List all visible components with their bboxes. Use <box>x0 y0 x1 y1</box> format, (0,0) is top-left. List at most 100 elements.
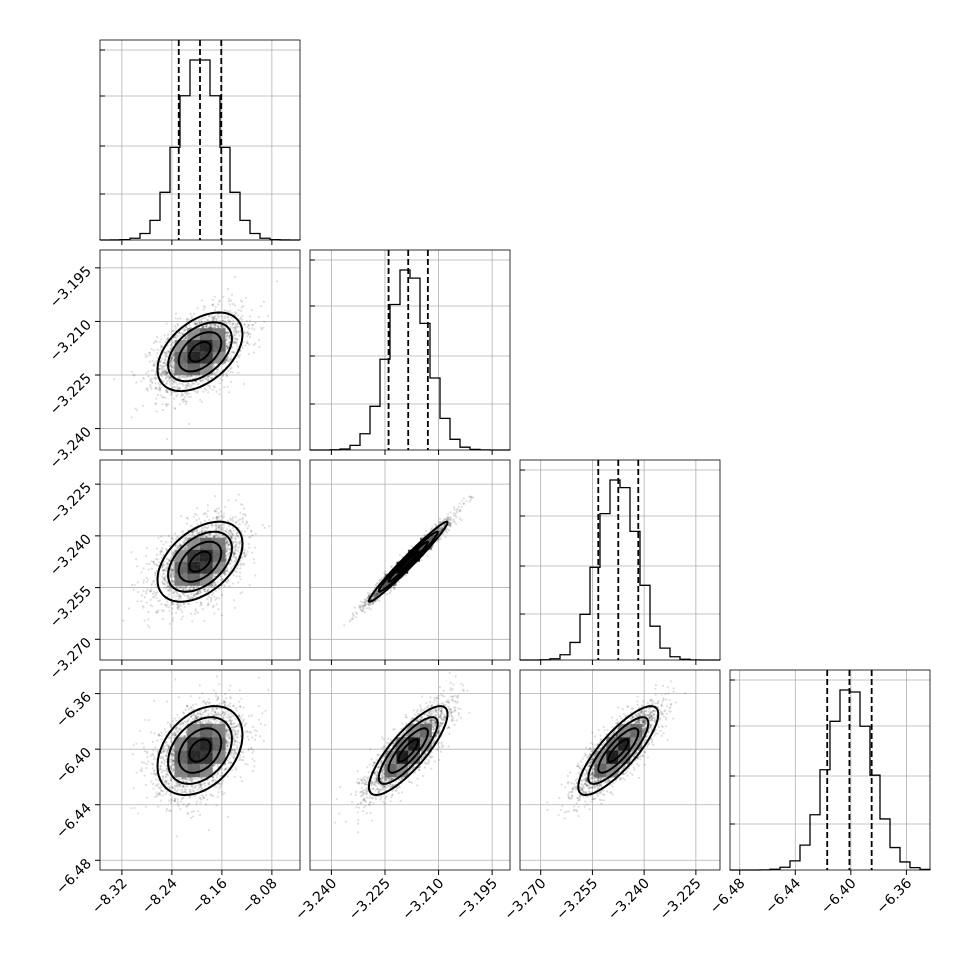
sample-point <box>181 398 184 401</box>
sample-point <box>154 376 157 379</box>
sample-point <box>154 571 157 575</box>
sample-point <box>204 316 207 319</box>
sample-point <box>254 321 257 324</box>
sample-point <box>173 324 176 327</box>
sample-point <box>234 332 238 335</box>
sample-point <box>164 351 168 354</box>
sample-point <box>175 595 179 598</box>
sample-point <box>202 390 205 393</box>
sample-point <box>180 531 183 534</box>
sample-point <box>235 312 238 315</box>
sample-point <box>246 527 249 530</box>
sample-point <box>193 382 196 385</box>
sample-point <box>178 585 181 589</box>
sample-point <box>177 335 180 338</box>
sample-point <box>194 390 197 393</box>
sample-point <box>190 592 193 596</box>
sample-point <box>176 602 179 605</box>
sample-point <box>196 611 199 614</box>
sample-point <box>232 319 235 322</box>
sample-point <box>248 536 251 539</box>
sample-point <box>221 319 224 322</box>
sample-point <box>147 578 150 581</box>
sample-point <box>234 556 238 559</box>
sample-point <box>252 558 255 561</box>
sample-point <box>202 308 205 311</box>
sample-point <box>189 312 192 316</box>
sample-point <box>201 608 205 611</box>
sample-point <box>258 345 261 349</box>
sample-point <box>186 517 189 520</box>
sample-point <box>226 334 229 337</box>
sample-point <box>159 364 162 367</box>
sample-point <box>154 373 157 376</box>
sample-point <box>227 300 230 303</box>
sample-point <box>248 327 251 330</box>
sample-point <box>208 384 211 388</box>
sample-point <box>195 375 198 378</box>
sample-point <box>166 371 169 374</box>
sample-point <box>159 383 162 386</box>
sample-point <box>148 360 151 363</box>
sample-point <box>199 521 202 524</box>
sample-point <box>205 325 208 328</box>
sample-point <box>166 562 169 565</box>
sample-point <box>156 352 159 355</box>
sample-point <box>200 320 203 323</box>
sample-point <box>208 533 211 536</box>
sample-point <box>176 544 180 547</box>
sample-point <box>176 388 180 391</box>
sample-point <box>260 326 263 329</box>
panel-2-0: −3.270−3.255−3.240−3.225 <box>47 459 301 683</box>
sample-point <box>188 597 191 600</box>
sample-point <box>217 597 220 600</box>
sample-point <box>222 373 225 376</box>
sample-point <box>162 543 165 546</box>
sample-point <box>166 600 169 603</box>
sample-point <box>225 321 228 324</box>
sample-point <box>187 382 190 385</box>
sample-point <box>247 332 250 335</box>
sample-point <box>153 361 156 364</box>
sample-point <box>130 370 133 373</box>
sample-point <box>169 557 172 560</box>
sample-point <box>166 372 169 375</box>
sample-point <box>234 499 238 502</box>
sample-point <box>154 377 157 380</box>
sample-point <box>140 571 143 574</box>
sample-point <box>233 334 236 337</box>
sample-point <box>228 524 231 527</box>
y-tick-label: −3.195 <box>47 263 95 311</box>
sample-point <box>158 368 161 371</box>
sample-point <box>228 584 231 588</box>
sample-point <box>235 521 238 524</box>
sample-point <box>237 519 240 522</box>
panel-frame <box>309 249 511 451</box>
sample-point <box>185 336 188 340</box>
sample-point <box>243 552 246 555</box>
sample-point <box>174 386 177 389</box>
sample-point <box>245 320 249 323</box>
sample-point <box>259 304 263 308</box>
sample-point <box>224 320 227 324</box>
sample-point <box>227 391 231 394</box>
sample-point <box>142 581 145 584</box>
sample-point <box>243 331 246 334</box>
sample-point <box>239 503 242 506</box>
sample-point <box>179 597 183 600</box>
sample-point <box>248 546 251 549</box>
y-tick-label: −3.225 <box>47 371 95 419</box>
sample-point <box>183 606 186 609</box>
sample-point <box>221 578 224 581</box>
sample-point <box>142 376 145 379</box>
panel-frame <box>99 39 301 241</box>
sample-point <box>185 522 188 526</box>
sample-point <box>168 376 171 379</box>
sample-point <box>161 375 164 378</box>
sample-point <box>152 369 155 372</box>
sample-point <box>155 386 158 389</box>
sample-point <box>136 581 139 584</box>
sample-point <box>226 310 229 313</box>
sample-point <box>239 511 242 514</box>
sample-point <box>199 604 202 607</box>
